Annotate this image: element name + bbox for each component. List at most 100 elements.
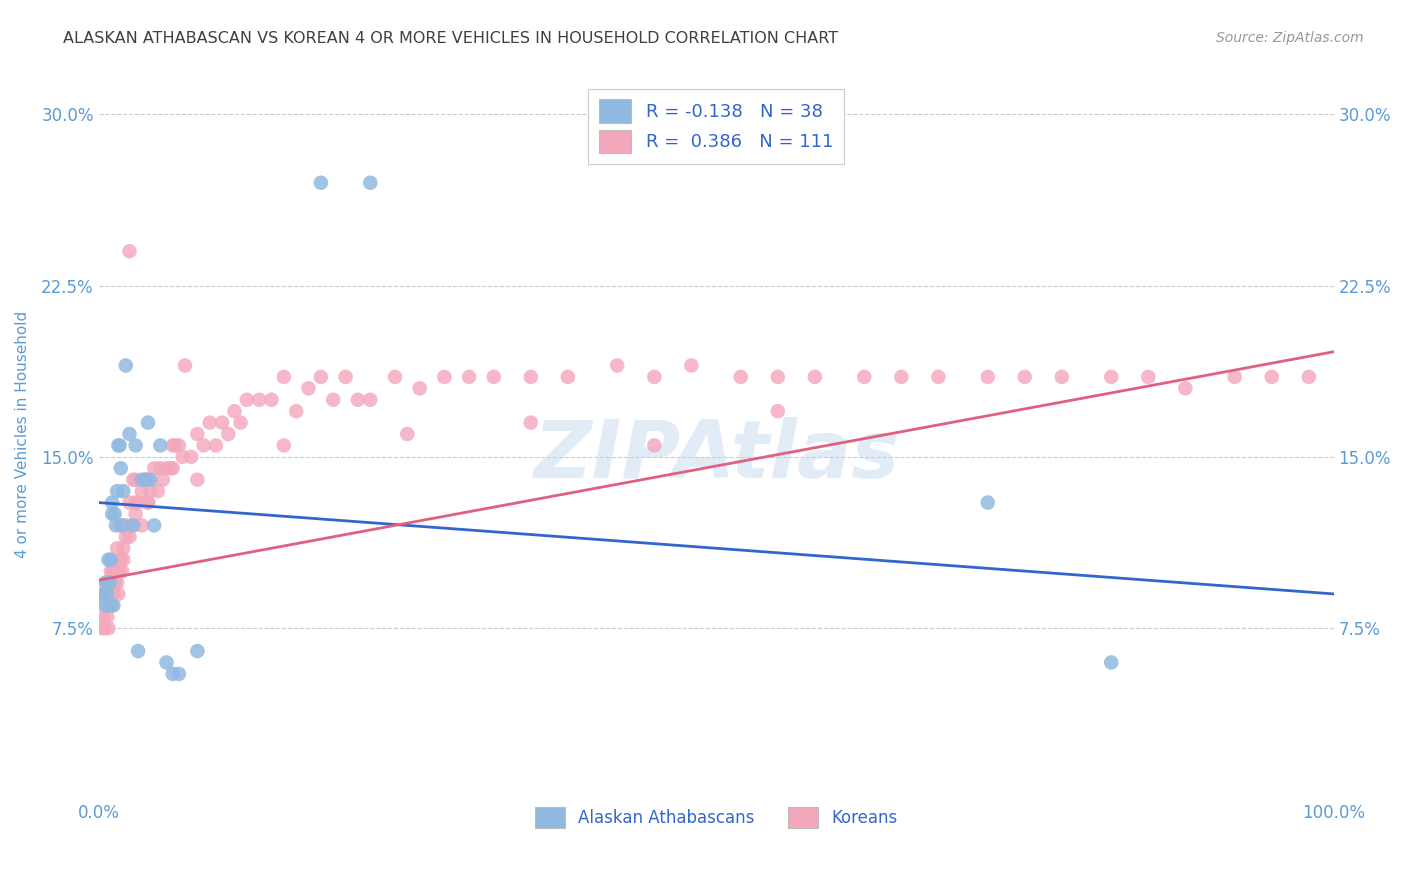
Text: ZIPAtlas: ZIPAtlas (533, 417, 900, 495)
Point (804, 370, 827, 384)
Text: Source: ZipAtlas.com: Source: ZipAtlas.com (1216, 31, 1364, 45)
Point (122, 473, 145, 487)
Point (193, 438, 215, 452)
Point (224, 404, 246, 418)
Point (766, 404, 789, 418)
Point (97, 552, 120, 566)
Point (97, 621, 120, 635)
Point (118, 530, 141, 544)
Text: ALASKAN ATHABASCAN VS KOREAN 4 OR MORE VEHICLES IN HOUSEHOLD CORRELATION CHART: ALASKAN ATHABASCAN VS KOREAN 4 OR MORE V… (63, 31, 838, 46)
Point (112, 541, 135, 556)
Point (136, 495, 159, 509)
Point (131, 518, 153, 533)
Point (853, 370, 876, 384)
Point (143, 461, 166, 475)
Point (94, 599, 117, 613)
Point (107, 587, 129, 601)
Y-axis label: 4 or more Vehicles in Household: 4 or more Vehicles in Household (15, 310, 30, 558)
Point (1223, 370, 1246, 384)
Point (162, 461, 184, 475)
Point (927, 370, 949, 384)
Point (103, 564, 125, 578)
Point (335, 370, 357, 384)
Point (236, 392, 259, 407)
Point (101, 507, 124, 521)
Point (482, 370, 505, 384)
Point (98, 575, 121, 590)
Point (211, 416, 233, 430)
Point (273, 438, 295, 452)
Point (155, 656, 177, 670)
Point (433, 370, 456, 384)
Point (135, 473, 157, 487)
Point (124, 438, 146, 452)
Point (977, 370, 1000, 384)
Point (1050, 370, 1073, 384)
Point (1298, 370, 1320, 384)
Point (97, 575, 120, 590)
Point (114, 518, 136, 533)
Point (104, 564, 127, 578)
Point (1174, 381, 1197, 395)
Point (100, 564, 122, 578)
Point (122, 518, 145, 533)
Point (118, 495, 141, 509)
Point (167, 666, 190, 681)
Point (127, 495, 149, 509)
Point (247, 392, 270, 407)
Point (94, 621, 117, 635)
Point (135, 473, 157, 487)
Point (1099, 370, 1122, 384)
Point (174, 359, 197, 373)
Point (136, 495, 159, 509)
Point (309, 176, 332, 190)
Point (1137, 370, 1160, 384)
Point (94, 587, 117, 601)
Point (101, 495, 124, 509)
Point (766, 370, 789, 384)
Point (730, 370, 752, 384)
Point (681, 359, 703, 373)
Point (114, 359, 136, 373)
Point (165, 438, 187, 452)
Point (458, 370, 481, 384)
Point (98, 599, 121, 613)
Point (118, 427, 141, 442)
Point (94, 575, 117, 590)
Point (285, 404, 308, 418)
Point (322, 392, 344, 407)
Point (112, 484, 135, 499)
Point (93, 609, 115, 624)
Point (359, 392, 381, 407)
Point (1099, 656, 1122, 670)
Point (520, 416, 543, 430)
Point (149, 438, 172, 452)
Point (396, 427, 419, 442)
Point (186, 427, 208, 442)
Point (977, 495, 1000, 509)
Point (1261, 370, 1284, 384)
Point (104, 575, 127, 590)
Point (172, 450, 194, 464)
Point (131, 473, 153, 487)
Point (96, 587, 118, 601)
Point (162, 438, 184, 452)
Point (100, 552, 122, 566)
Point (143, 518, 166, 533)
Point (260, 392, 283, 407)
Point (98, 599, 121, 613)
Point (110, 518, 132, 533)
Point (136, 416, 159, 430)
Point (96, 609, 118, 624)
Point (384, 370, 406, 384)
Point (101, 599, 124, 613)
Point (91, 621, 114, 635)
Point (643, 438, 665, 452)
Point (139, 484, 162, 499)
Point (152, 473, 174, 487)
Point (104, 507, 127, 521)
Point (273, 370, 295, 384)
Point (520, 370, 543, 384)
Point (198, 416, 221, 430)
Point (205, 438, 228, 452)
